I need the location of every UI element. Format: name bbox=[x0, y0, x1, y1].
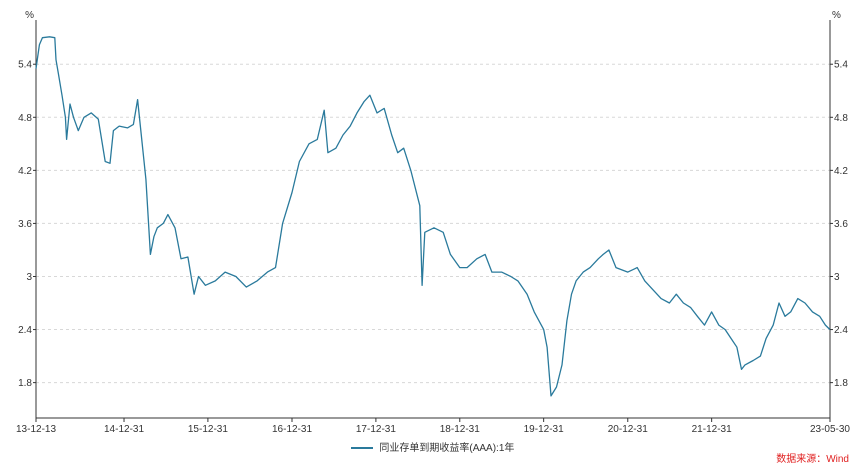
y-tick-label-right: 5.4 bbox=[834, 60, 848, 71]
x-tick-label: 14-12-31 bbox=[104, 424, 144, 435]
series-layer bbox=[35, 36, 831, 397]
y-tick-label-right: 1.8 bbox=[834, 378, 848, 389]
tick-labels: 1.8 1.8 2.4 2.4 3 3 3.6 3.6 4.2 4.2 4.8 4.8 5.4 5.4%%… bbox=[16, 10, 850, 435]
y-tick-label-left: 2.4 bbox=[18, 325, 32, 336]
y-tick-label-left: 3 bbox=[26, 272, 32, 283]
y-unit-right: % bbox=[832, 10, 841, 21]
y-tick-label-left: 5.4 bbox=[18, 60, 32, 71]
y-tick-label-right: 3 bbox=[834, 272, 840, 283]
y-tick-label-right: 4.8 bbox=[834, 113, 848, 124]
x-tick-label: 21-12-31 bbox=[692, 424, 732, 435]
x-tick-label: 20-12-31 bbox=[608, 424, 648, 435]
y-tick-label-left: 4.8 bbox=[18, 113, 32, 124]
grid-lines bbox=[36, 63, 830, 384]
legend-line-swatch bbox=[350, 447, 373, 450]
x-tick-label: 23-05-30 bbox=[810, 424, 850, 435]
series-line bbox=[35, 36, 831, 397]
y-tick-label-right: 3.6 bbox=[834, 219, 848, 230]
source-note: 数据来源：Wind bbox=[776, 454, 849, 465]
x-tick-label: 17-12-31 bbox=[356, 424, 396, 435]
x-tick-label: 15-12-31 bbox=[188, 424, 228, 435]
y-tick-label-left: 4.2 bbox=[18, 166, 32, 177]
legend: 同业存单到期收益率(AAA):1年 bbox=[0, 439, 865, 454]
x-tick-label: 13-12-13 bbox=[16, 424, 56, 435]
axes bbox=[33, 20, 833, 422]
x-tick-label: 19-12-31 bbox=[524, 424, 564, 435]
x-tick-label: 18-12-31 bbox=[440, 424, 480, 435]
y-tick-label-right: 2.4 bbox=[834, 325, 848, 336]
x-tick-label: 16-12-31 bbox=[272, 424, 312, 435]
y-tick-label-left: 3.6 bbox=[18, 219, 32, 230]
legend-label: 同业存单到期收益率(AAA):1年 bbox=[379, 443, 515, 454]
y-unit-left: % bbox=[25, 10, 34, 21]
y-tick-label-left: 1.8 bbox=[18, 378, 32, 389]
y-tick-label-right: 4.2 bbox=[834, 166, 848, 177]
